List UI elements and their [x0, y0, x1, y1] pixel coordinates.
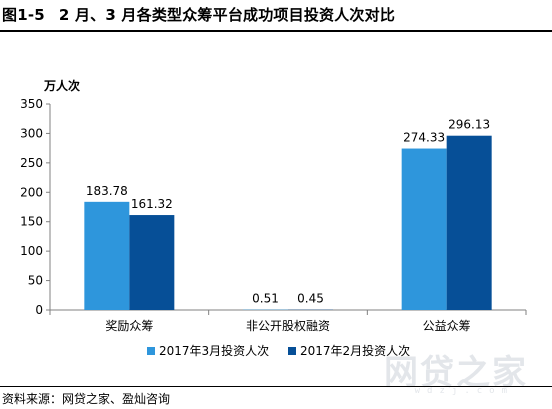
legend: 2017年3月投资人次 2017年2月投资人次 — [147, 343, 410, 358]
title-divider — [0, 30, 552, 32]
source-divider — [0, 386, 552, 387]
figure-title: 图1-5 2 月、3 月各类型众筹平台成功项目投资人次对比 — [2, 4, 395, 25]
x-category-label: 奖励众筹 — [105, 319, 153, 333]
y-tick-label: 350 — [20, 97, 43, 111]
x-category-label: 非公开股权融资 — [246, 319, 330, 333]
bar-2-1 — [129, 215, 175, 310]
legend-swatch-2 — [288, 347, 296, 355]
bar-1-1 — [84, 201, 130, 310]
y-tick-label: 50 — [28, 274, 43, 288]
y-axis-unit-label: 万人次 — [43, 78, 80, 93]
bar-series-group — [84, 135, 492, 310]
y-tick-label: 250 — [20, 156, 43, 170]
y-axis: 0 50 100 150 200 250 300 350 — [20, 97, 51, 317]
y-tick-label: 200 — [20, 185, 43, 199]
legend-label-2: 2017年2月投资人次 — [300, 343, 410, 358]
y-tick-label: 100 — [20, 244, 43, 258]
bar-value-label: 161.32 — [131, 197, 173, 211]
y-tick-label: 300 — [20, 126, 43, 140]
x-category-label: 公益众筹 — [423, 319, 471, 333]
legend-label-1: 2017年3月投资人次 — [159, 343, 269, 358]
source-note: 资料来源：网贷之家、盈灿咨询 — [2, 392, 171, 406]
bar-chart: 万人次 0 50 100 150 200 250 300 350 奖励众筹 非公开股权融资 公益众… — [20, 78, 527, 358]
bar-value-label: 0.45 — [297, 292, 324, 306]
y-tick-label: 150 — [20, 215, 43, 229]
y-tick-label: 0 — [35, 303, 43, 317]
bar-value-label: 296.13 — [448, 118, 490, 132]
bar-1-3 — [401, 148, 447, 310]
figure-title-text: 2 月、3 月各类型众筹平台成功项目投资人次对比 — [58, 6, 396, 24]
watermark-url: wdzj.com — [414, 386, 514, 396]
bar-2-3 — [446, 135, 492, 310]
bar-value-label: 0.51 — [252, 292, 279, 306]
x-axis: 奖励众筹 非公开股权融资 公益众筹 — [49, 309, 527, 333]
figure-number: 图1-5 — [2, 6, 45, 24]
data-label-group: 183.78 0.51 274.33 161.32 0.45 296.13 — [86, 118, 490, 306]
bar-value-label: 183.78 — [86, 184, 128, 198]
bar-value-label: 274.33 — [403, 131, 445, 145]
legend-swatch-1 — [147, 347, 155, 355]
